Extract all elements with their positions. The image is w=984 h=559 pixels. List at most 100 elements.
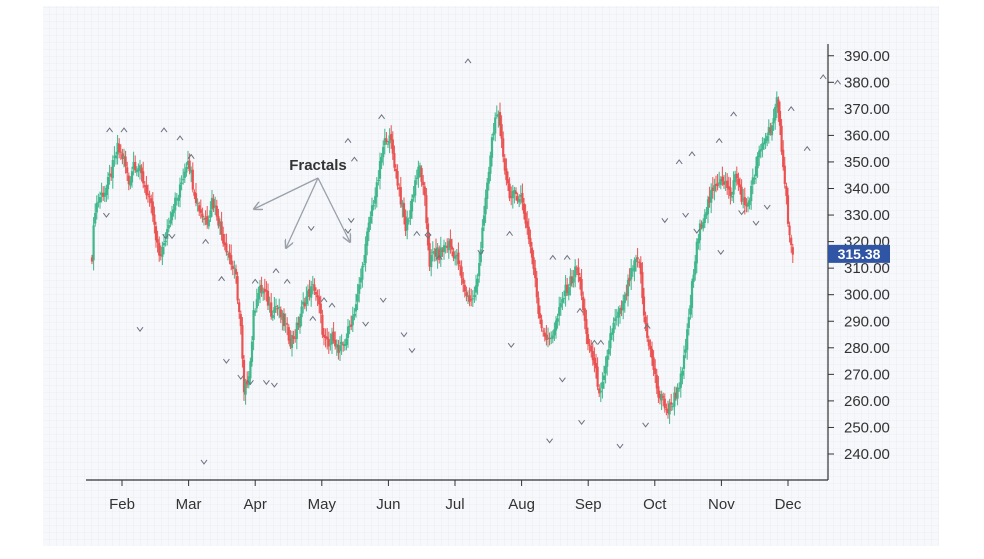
candle-body bbox=[746, 202, 750, 207]
candle-body bbox=[537, 297, 540, 314]
candle-body bbox=[449, 239, 452, 248]
grid bbox=[43, 6, 939, 546]
candle-body bbox=[593, 357, 596, 365]
candle-body bbox=[263, 288, 266, 292]
fractal-down-marker bbox=[237, 374, 245, 380]
candle-body bbox=[380, 157, 383, 163]
candle-body bbox=[434, 248, 438, 257]
candle-body bbox=[305, 296, 308, 305]
candle-body bbox=[737, 178, 740, 185]
y-tick-label: 370.00 bbox=[844, 101, 890, 118]
candle-body bbox=[446, 245, 449, 248]
candle-body bbox=[618, 308, 622, 315]
candle-body bbox=[674, 392, 678, 397]
annotation-arrow bbox=[254, 177, 319, 209]
candle-body bbox=[233, 267, 236, 269]
candle-body bbox=[244, 381, 247, 395]
fractal-down-marker bbox=[200, 459, 208, 465]
candle-body bbox=[666, 408, 670, 414]
y-tick-label: 270.00 bbox=[844, 366, 890, 383]
candle-body bbox=[668, 403, 671, 415]
candle-body bbox=[396, 171, 399, 186]
candle-body bbox=[391, 139, 394, 154]
fractal-up-marker bbox=[424, 230, 432, 236]
candle-body bbox=[748, 200, 751, 206]
candle-body bbox=[545, 334, 548, 340]
candle-body bbox=[90, 257, 94, 262]
fractal-down-marker bbox=[379, 297, 387, 303]
fractal-down-marker bbox=[661, 218, 669, 224]
fractal-up-marker bbox=[549, 254, 557, 260]
fractal-up-marker bbox=[413, 230, 421, 236]
candle-body bbox=[359, 277, 362, 283]
candle-body bbox=[409, 210, 412, 219]
annotation-arrow bbox=[286, 177, 319, 248]
fractal-up-marker bbox=[787, 106, 795, 112]
candle-body bbox=[527, 226, 530, 240]
candle-body bbox=[191, 169, 194, 190]
candle-body bbox=[729, 187, 732, 196]
candle-body bbox=[186, 161, 190, 165]
candle-body bbox=[783, 165, 786, 184]
candle-body bbox=[188, 160, 191, 172]
candle-body bbox=[511, 191, 514, 199]
last-price-value: 315.38 bbox=[838, 246, 881, 262]
candle-body bbox=[198, 205, 201, 212]
candle-body bbox=[772, 118, 775, 124]
y-tick-label: 390.00 bbox=[844, 48, 890, 65]
fractal-up-marker bbox=[320, 297, 328, 303]
x-tick-label: Feb bbox=[109, 496, 135, 513]
candle-body bbox=[422, 181, 425, 186]
candle-body bbox=[542, 330, 545, 332]
candle-body bbox=[153, 214, 156, 225]
fractal-up-marker bbox=[435, 254, 443, 260]
candle-body bbox=[193, 192, 196, 196]
candle-body bbox=[106, 176, 110, 190]
candle-body bbox=[455, 254, 458, 257]
fractal-down-marker bbox=[507, 342, 515, 348]
candle-body bbox=[156, 239, 159, 243]
candle-body bbox=[622, 300, 625, 311]
candle-body bbox=[257, 292, 260, 300]
y-tick-label: 310.00 bbox=[844, 260, 890, 277]
fractal-up-marker bbox=[283, 278, 291, 284]
candle-body bbox=[482, 215, 486, 226]
candle-body bbox=[742, 199, 745, 201]
candle-body bbox=[543, 332, 546, 337]
candle-body bbox=[393, 153, 396, 168]
candle-body bbox=[287, 327, 290, 341]
candle-body bbox=[654, 368, 657, 375]
candle-body bbox=[465, 292, 468, 296]
last-price-tag: 315.38 bbox=[828, 244, 890, 263]
fractal-down-marker bbox=[738, 210, 745, 216]
candle-body bbox=[178, 184, 182, 198]
candle-body bbox=[100, 192, 103, 195]
candle-body bbox=[143, 185, 146, 187]
candle-body bbox=[154, 226, 158, 241]
candle-body bbox=[246, 380, 249, 385]
fractal-up-marker bbox=[378, 113, 385, 120]
candle-body bbox=[466, 295, 470, 297]
candle-body bbox=[358, 284, 361, 294]
candle-body bbox=[518, 198, 521, 203]
candle-body bbox=[127, 175, 130, 185]
candle-body bbox=[633, 260, 636, 272]
fractal-down-marker bbox=[263, 380, 270, 386]
candle-body bbox=[334, 339, 337, 347]
fractal-down-marker bbox=[642, 422, 649, 428]
candle-body bbox=[754, 166, 758, 177]
candle-body bbox=[510, 196, 513, 198]
candle-body bbox=[610, 332, 614, 335]
candle-body bbox=[583, 308, 586, 321]
candle-body bbox=[713, 185, 716, 192]
candle-body bbox=[249, 361, 252, 379]
fractal-up-marker bbox=[344, 137, 352, 144]
candle-body bbox=[553, 329, 556, 336]
fractal-down-marker bbox=[616, 443, 624, 449]
fractal-up-marker bbox=[643, 323, 651, 329]
candle-body bbox=[623, 295, 626, 304]
candle-body bbox=[706, 199, 710, 215]
fractal-up-marker bbox=[160, 127, 168, 133]
candle-body bbox=[599, 390, 602, 393]
fractal-down-marker bbox=[578, 419, 585, 425]
